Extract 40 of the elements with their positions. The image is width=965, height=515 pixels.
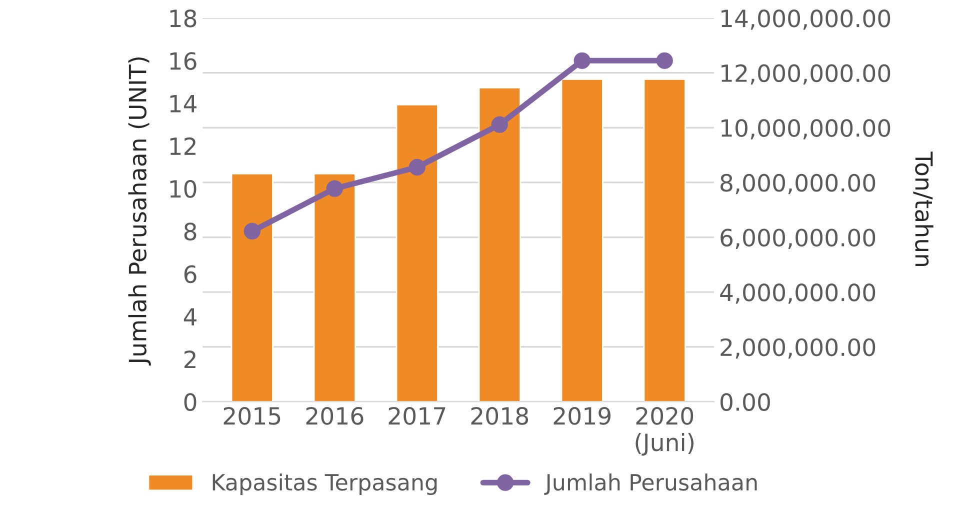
y2-tick-label: 6,000,000.00 [720, 228, 876, 249]
x-tick-label: 2015 [224, 406, 280, 425]
bar [230, 172, 274, 402]
legend-label: Jumlah Perusahaan [544, 473, 757, 495]
point [491, 116, 508, 133]
y-tick-label: 14 [170, 95, 196, 112]
point [326, 180, 343, 197]
y2-tick-label: 0.00 [720, 393, 770, 412]
y2-tick-label: 14,000,000.00 [722, 9, 890, 30]
y-tick-label: 4 [184, 308, 196, 326]
point [244, 222, 260, 240]
x-tick-label: 2019 [554, 406, 610, 425]
bar [478, 86, 521, 402]
y-tick-label: 16 [170, 52, 196, 70]
y-tick-label: 0 [184, 393, 196, 412]
y-tick-label: 12 [170, 137, 196, 155]
y2-tick-label: 2,000,000.00 [720, 338, 876, 359]
point [408, 158, 426, 176]
y2-axis-title: Ton/tahun [913, 152, 934, 266]
y2-tick-label: 4,000,000.00 [720, 284, 876, 304]
bar [313, 172, 356, 402]
y2-tick-label: 8,000,000.00 [720, 174, 876, 194]
bar [643, 78, 686, 402]
y-tick-label: 18 [170, 9, 196, 28]
y2-tick-label: 10,000,000.00 [722, 119, 890, 140]
legend-label: Kapasitas Terpasang [212, 473, 437, 495]
y-axis-title: Jumlah Perusahaan (UNIT) [128, 57, 151, 366]
x-tick-label: 2020 (Juni) [636, 406, 694, 456]
y-tick-label: 10 [170, 180, 196, 198]
bar [560, 78, 604, 402]
y-tick-label: 6 [184, 265, 196, 284]
x-tick-label: 2017 [388, 406, 446, 425]
bar [396, 104, 438, 402]
y2-tick-label: 12,000,000.00 [722, 64, 890, 85]
x-tick-label: 2018 [471, 406, 528, 425]
point [656, 52, 673, 69]
y-tick-label: 2 [184, 350, 196, 368]
x-tick-label: 2016 [306, 406, 364, 425]
point [574, 52, 590, 69]
y-tick-label: 8 [184, 222, 196, 240]
